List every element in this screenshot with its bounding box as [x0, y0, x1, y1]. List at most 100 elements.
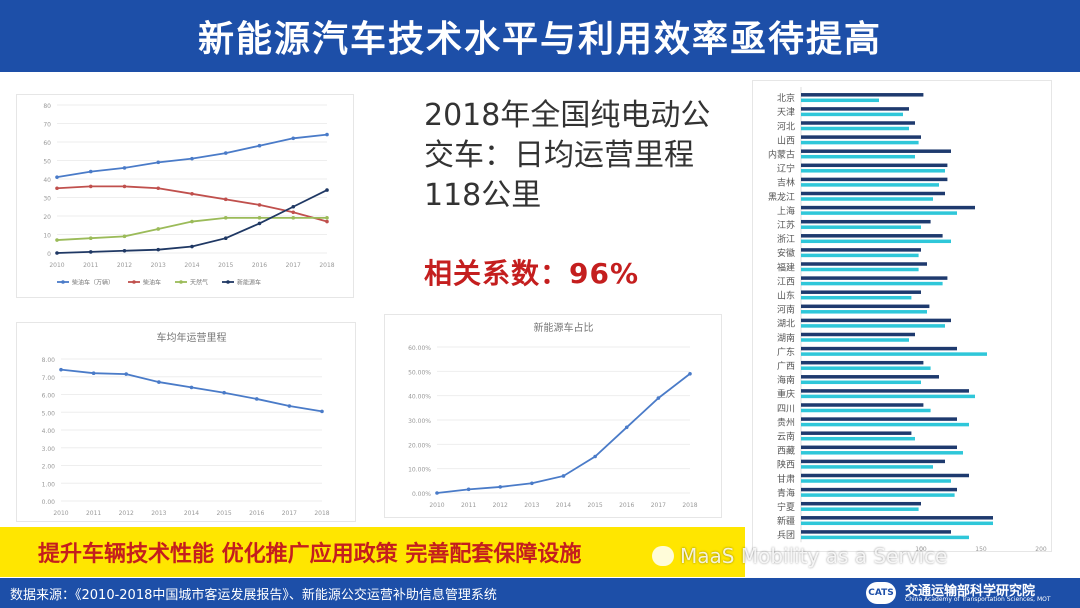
bar-cyan: [801, 366, 931, 370]
data-point: [287, 404, 292, 408]
x-tick-label: 2018: [319, 262, 334, 269]
data-point: [55, 251, 59, 255]
y-tick-label: 1.00: [42, 481, 56, 488]
bar-cyan: [801, 338, 909, 342]
bar-navy: [801, 403, 924, 407]
category-label: 云南: [777, 430, 795, 442]
data-point: [435, 491, 439, 495]
x-tick-label: 2016: [252, 262, 267, 269]
x-tick-label: 2015: [218, 262, 233, 269]
bar-navy: [801, 121, 915, 125]
y-tick-label: 5.00: [42, 410, 56, 417]
category-label: 福建: [777, 261, 795, 273]
x-tick-label: 100: [915, 546, 927, 551]
x-tick-label: 2017: [651, 502, 666, 509]
bar-navy: [801, 234, 943, 238]
chart-province-mileage-svg: 100 150 200 北京天津河北山西内蒙古辽宁吉林黑龙江上海江苏浙江安徽福建江西山…: [768, 87, 1047, 551]
data-point: [122, 248, 127, 253]
bar-cyan: [801, 295, 912, 300]
x-tick-label: 2018: [314, 510, 329, 517]
bar-cyan: [801, 380, 921, 385]
bar-navy: [801, 516, 993, 520]
series-line-0: [60, 368, 323, 413]
legend-marker: [179, 280, 183, 284]
bar-navy: [801, 431, 912, 435]
bar-navy: [801, 304, 930, 309]
category-label: 甘肃: [777, 473, 795, 485]
bar-cyan: [801, 507, 919, 511]
category-label: 兵团: [777, 529, 795, 541]
bar-navy: [801, 417, 957, 421]
data-point: [88, 236, 93, 240]
bar-navy: [801, 346, 957, 351]
category-label: 贵州: [777, 416, 795, 428]
data-point: [257, 203, 262, 207]
slogan-banner: 提升车辆技术性能 优化推广应用政策 完善配套保障设施: [0, 527, 745, 577]
bar-navy: [801, 276, 948, 280]
y-tick-label: 60.00%: [408, 345, 431, 352]
bar-cyan: [801, 451, 963, 455]
category-label: 天津: [777, 107, 795, 118]
bar-cyan: [801, 324, 945, 328]
x-tick-label: 2012: [493, 502, 508, 509]
chart-fleet-composition-svg: 0 10 20 30 40 50 60 70 80 2010 2011 2012 2013 2014 201…: [43, 103, 334, 287]
bar-cyan: [801, 98, 879, 103]
data-point: [122, 166, 127, 170]
x-tick-label: 2010: [49, 262, 64, 269]
category-label: 海南: [777, 374, 795, 386]
data-point: [190, 192, 194, 196]
bar-cyan: [801, 281, 943, 286]
data-point: [91, 371, 96, 375]
bar-cyan: [801, 436, 915, 441]
x-tick-label: 200: [1035, 546, 1047, 551]
category-label: 辽宁: [777, 163, 795, 175]
data-point: [688, 371, 692, 376]
footer-bar: 数据来源：《2010-2018中国城市客运发展报告》、新能源公交运营补助信息管理…: [0, 578, 1080, 608]
data-point: [189, 385, 194, 390]
bar-navy: [801, 163, 948, 168]
x-tick-label: 2018: [682, 502, 697, 509]
data-point: [466, 487, 471, 492]
bar-navy: [801, 332, 915, 337]
legend-label: 柴油车: [143, 279, 161, 287]
y-tick-label: 6.00: [42, 393, 56, 400]
data-source: 数据来源：《2010-2018中国城市客运发展报告》、新能源公交运营补助信息管理…: [10, 588, 497, 603]
category-label: 北京: [777, 92, 795, 104]
series-line-0: [56, 133, 328, 179]
bar-cyan: [801, 267, 919, 272]
y-tick-label: 50: [43, 159, 51, 166]
bar-navy: [801, 248, 921, 252]
data-point: [88, 250, 93, 254]
org-name: 交通运输部科学研究院: [905, 584, 1036, 599]
title-bar: 新能源汽车技术水平与利用效率亟待提高: [0, 0, 1080, 72]
category-label: 河北: [777, 120, 795, 132]
x-tick-label: 2011: [86, 510, 101, 517]
category-label: 新疆: [777, 515, 795, 527]
x-tick-label: 2010: [429, 502, 444, 509]
bar-navy: [801, 487, 957, 492]
bar-cyan: [801, 479, 951, 483]
y-tick-label: 40.00%: [408, 394, 431, 401]
y-tick-label: 0: [47, 251, 51, 258]
y-tick-label: 70: [43, 122, 51, 129]
chart-province-mileage: 100 150 200 北京 天津 河北 山西 内蒙古 辽宁 吉林 黑龙江 上海 江苏 浙江 安徽 福建 江西山…: [752, 80, 1052, 552]
data-point: [257, 216, 262, 220]
chart-ev-share-svg: 0.00% 10.00% 20.00% 30.00% 40.00% 50.00% 60.00…: [408, 321, 698, 509]
category-label: 内蒙古: [768, 148, 795, 160]
category-label: 上海: [777, 205, 795, 217]
y-tick-label: 20: [43, 214, 51, 221]
headline-text: 2018年全国纯电动公交车：日均运营里程118公里: [424, 98, 711, 213]
legend-marker: [61, 280, 65, 284]
bar-cyan: [801, 422, 969, 427]
bar-cyan: [801, 211, 957, 215]
bar-navy: [801, 375, 939, 379]
data-point: [223, 236, 228, 240]
data-point: [257, 221, 262, 226]
bar-cyan: [801, 310, 927, 314]
x-tick-label: 2015: [216, 510, 231, 517]
data-point: [254, 397, 259, 401]
y-tick-label: 4.00: [42, 428, 56, 435]
data-point: [624, 425, 629, 430]
x-tick-label: 2013: [524, 502, 539, 509]
chart-fleet-composition: 0 10 20 30 40 50 60 70 80 2010 2011 2012 2013 2014 201…: [16, 94, 354, 298]
